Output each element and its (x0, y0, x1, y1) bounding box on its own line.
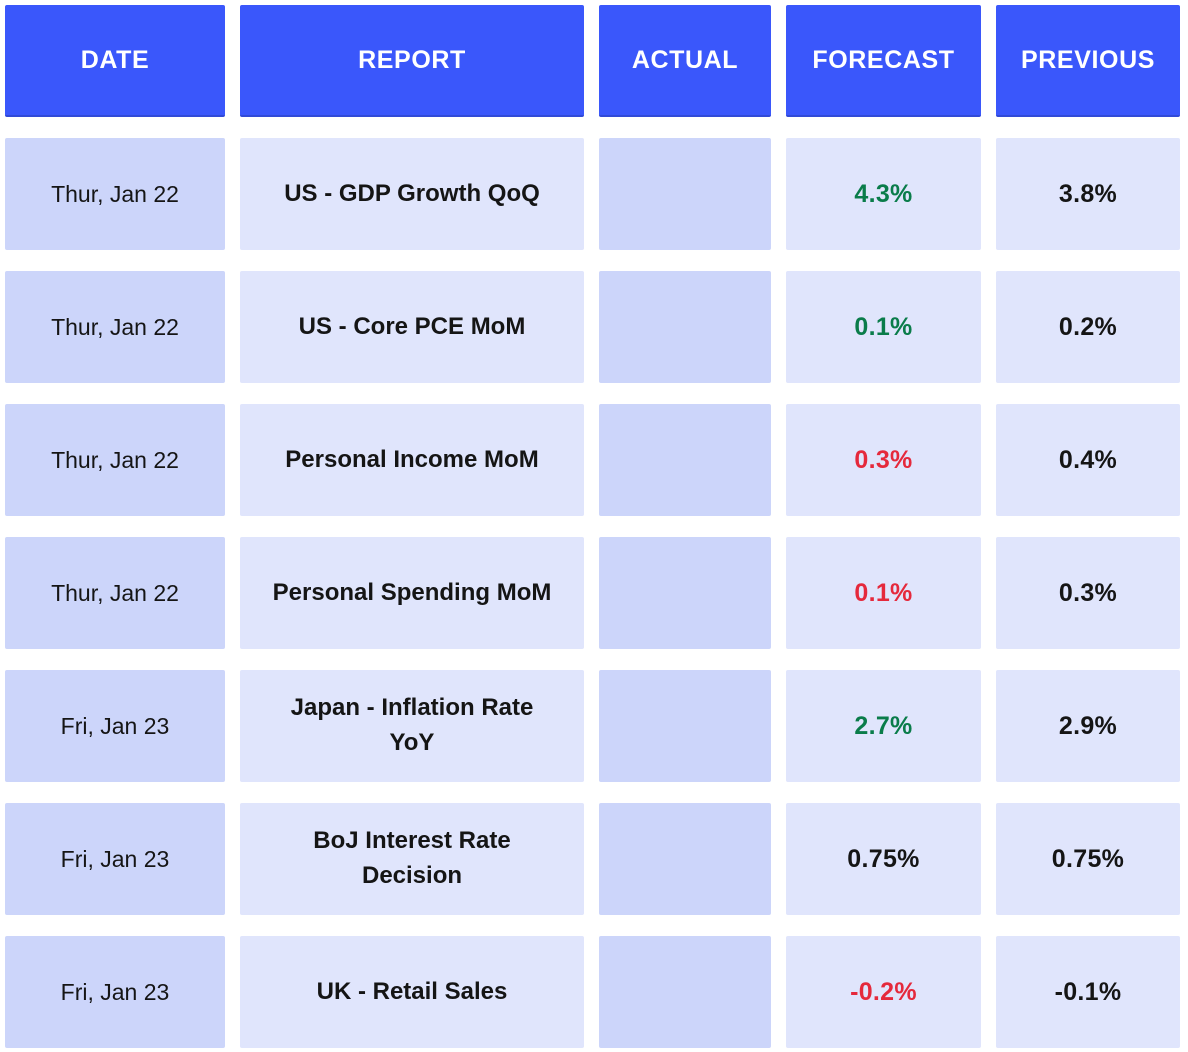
actual-cell (599, 271, 771, 383)
report-cell: US - Core PCE MoM (240, 271, 584, 383)
report-cell: Personal Income MoM (240, 404, 584, 516)
previous-cell: 2.9% (996, 670, 1180, 782)
actual-cell (599, 670, 771, 782)
column-header-actual: ACTUAL (599, 5, 771, 117)
previous-cell: 0.4% (996, 404, 1180, 516)
actual-cell (599, 537, 771, 649)
date-cell: Thur, Jan 22 (5, 537, 225, 649)
report-cell: UK - Retail Sales (240, 936, 584, 1048)
previous-cell: 3.8% (996, 138, 1180, 250)
report-cell: Personal Spending MoM (240, 537, 584, 649)
forecast-cell: 4.3% (786, 138, 981, 250)
column-header-previous: PREVIOUS (996, 5, 1180, 117)
date-cell: Thur, Jan 22 (5, 138, 225, 250)
forecast-cell: 0.75% (786, 803, 981, 915)
previous-cell: -0.1% (996, 936, 1180, 1048)
report-cell: US - GDP Growth QoQ (240, 138, 584, 250)
date-cell: Fri, Jan 23 (5, 936, 225, 1048)
report-cell: Japan - Inflation Rate YoY (240, 670, 584, 782)
column-header-forecast: FORECAST (786, 5, 981, 117)
forecast-cell: 0.3% (786, 404, 981, 516)
date-cell: Fri, Jan 23 (5, 670, 225, 782)
forecast-cell: 0.1% (786, 271, 981, 383)
column-header-date: DATE (5, 5, 225, 117)
actual-cell (599, 404, 771, 516)
forecast-cell: 0.1% (786, 537, 981, 649)
previous-cell: 0.75% (996, 803, 1180, 915)
date-cell: Fri, Jan 23 (5, 803, 225, 915)
actual-cell (599, 936, 771, 1048)
report-cell: BoJ Interest Rate Decision (240, 803, 584, 915)
previous-cell: 0.2% (996, 271, 1180, 383)
actual-cell (599, 803, 771, 915)
column-header-report: REPORT (240, 5, 584, 117)
date-cell: Thur, Jan 22 (5, 404, 225, 516)
forecast-cell: 2.7% (786, 670, 981, 782)
forecast-cell: -0.2% (786, 936, 981, 1048)
actual-cell (599, 138, 771, 250)
date-cell: Thur, Jan 22 (5, 271, 225, 383)
previous-cell: 0.3% (996, 537, 1180, 649)
